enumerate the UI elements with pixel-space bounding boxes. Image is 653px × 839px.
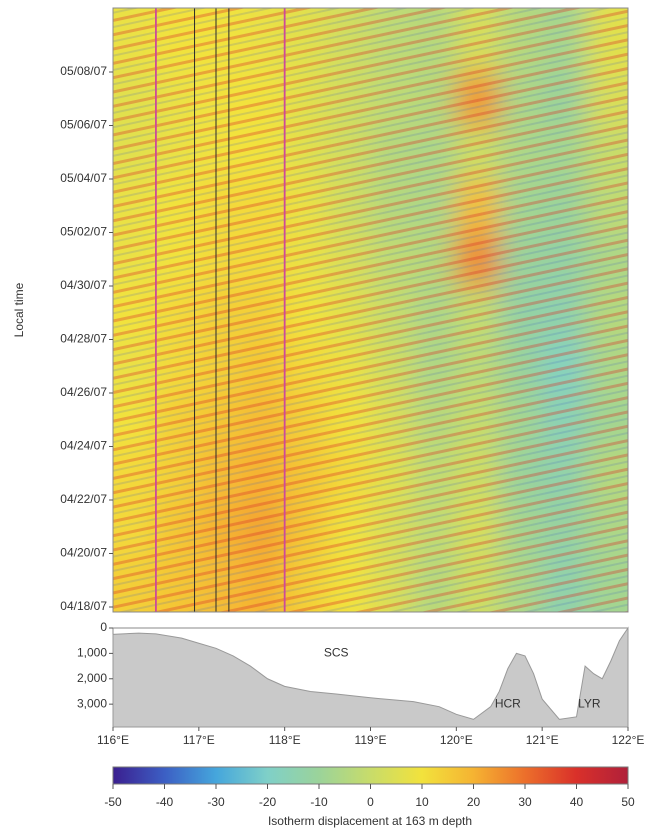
y-tick-label: 3,000 bbox=[77, 696, 107, 710]
annotation: HCR bbox=[495, 696, 521, 710]
x-tick-label: 0 bbox=[367, 795, 374, 809]
x-tick-label: 117°E bbox=[183, 733, 215, 747]
colorbar bbox=[112, 766, 629, 785]
y-tick-label: 04/30/07 bbox=[60, 278, 107, 292]
y-axis-label: Local time bbox=[12, 282, 26, 337]
x-tick-label: -30 bbox=[207, 795, 225, 809]
y-tick-label: 04/18/07 bbox=[60, 599, 107, 613]
x-tick-label: -50 bbox=[104, 795, 122, 809]
annotation: LYR bbox=[578, 696, 601, 710]
x-tick-label: -20 bbox=[259, 795, 277, 809]
y-tick-label: 1,000 bbox=[77, 646, 107, 660]
y-tick-label: 04/26/07 bbox=[60, 385, 107, 399]
x-tick-label: 30 bbox=[518, 795, 532, 809]
x-tick-label: -10 bbox=[310, 795, 328, 809]
y-tick-label: 04/24/07 bbox=[60, 439, 107, 453]
x-tick-label: 120°E bbox=[440, 733, 473, 747]
y-tick-label: 05/04/07 bbox=[60, 171, 107, 185]
x-tick-label: 122°E bbox=[612, 733, 645, 747]
y-tick-label: 05/06/07 bbox=[60, 118, 107, 132]
y-tick-label: 05/02/07 bbox=[60, 225, 107, 239]
annotation: SCS bbox=[324, 646, 349, 660]
wave-texture bbox=[113, 8, 628, 612]
x-tick-label: 50 bbox=[621, 795, 635, 809]
y-tick-label: 04/22/07 bbox=[60, 492, 107, 506]
x-tick-label: 121°E bbox=[526, 733, 559, 747]
x-tick-label: -40 bbox=[156, 795, 174, 809]
x-tick-label: 116°E bbox=[97, 733, 129, 747]
bathymetry bbox=[112, 626, 629, 728]
y-tick-label: 2,000 bbox=[77, 671, 107, 685]
x-tick-label: 20 bbox=[467, 795, 481, 809]
y-tick-label: 04/28/07 bbox=[60, 332, 107, 346]
x-tick-label: 40 bbox=[570, 795, 584, 809]
y-tick-label: 05/08/07 bbox=[60, 64, 107, 78]
colorbar-label: Isotherm displacement at 163 m depth bbox=[268, 814, 472, 828]
x-tick-label: 119°E bbox=[355, 733, 387, 747]
x-tick-label: 118°E bbox=[269, 733, 301, 747]
x-tick-label: 10 bbox=[415, 795, 429, 809]
y-tick-label: 04/20/07 bbox=[60, 546, 107, 560]
plot-frame bbox=[112, 7, 629, 613]
y-tick-label: 0 bbox=[100, 620, 107, 634]
